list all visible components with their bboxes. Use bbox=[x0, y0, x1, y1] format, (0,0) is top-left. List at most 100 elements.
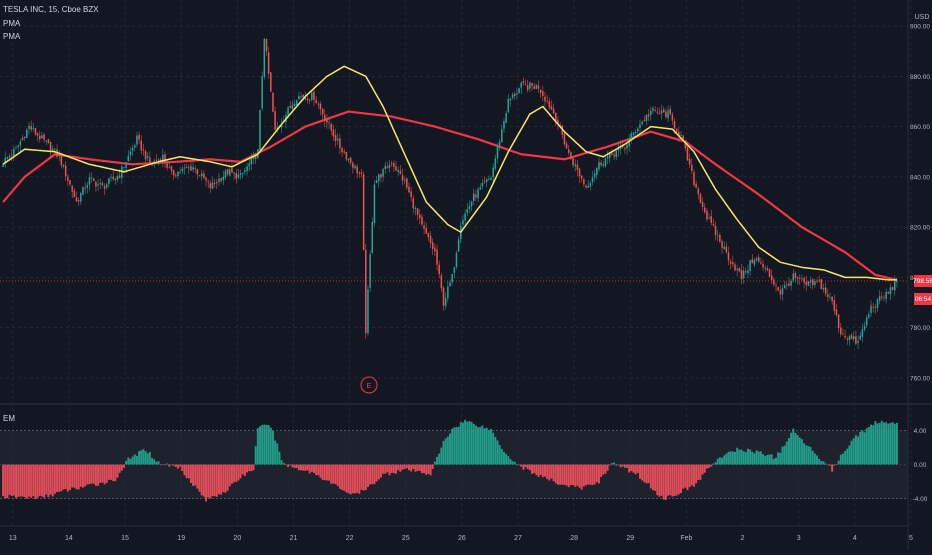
oscillator-bar bbox=[414, 464, 417, 472]
oscillator-bar bbox=[304, 464, 307, 471]
oscillator-bar bbox=[859, 431, 862, 465]
candle-body bbox=[507, 98, 510, 113]
candle-body bbox=[559, 124, 561, 126]
candle-body bbox=[462, 219, 464, 225]
oscillator-bar bbox=[559, 464, 562, 485]
oscillator-bar bbox=[38, 464, 41, 496]
candle-body bbox=[69, 180, 71, 185]
candle-body bbox=[28, 125, 30, 129]
oscillator-bar bbox=[552, 464, 555, 482]
candle-body bbox=[870, 305, 872, 314]
candle-body bbox=[468, 206, 471, 209]
candle-body bbox=[762, 263, 764, 268]
oscillator-bar bbox=[125, 460, 128, 465]
candle-body bbox=[801, 278, 803, 280]
oscillator-bar bbox=[69, 464, 71, 491]
oscillator-bar bbox=[515, 464, 518, 466]
candle-body bbox=[345, 151, 348, 160]
candle-body bbox=[643, 120, 646, 122]
oscillator-bar bbox=[576, 464, 579, 486]
oscillator-bar bbox=[710, 464, 713, 467]
candle-body bbox=[531, 83, 533, 86]
candle-body bbox=[220, 178, 222, 182]
oscillator-histogram-layer bbox=[2, 419, 898, 502]
oscillator-bar bbox=[837, 460, 840, 465]
oscillator-bar bbox=[405, 464, 408, 469]
oscillator-legend[interactable]: EM bbox=[3, 414, 15, 423]
oscillator-bar bbox=[490, 428, 492, 465]
candle-body bbox=[213, 183, 216, 185]
oscillator-bar bbox=[891, 422, 894, 465]
candle-body bbox=[701, 202, 704, 207]
indicator-legend-2[interactable]: PMA bbox=[3, 32, 21, 41]
oscillator-bar bbox=[600, 464, 603, 477]
candle-body bbox=[447, 286, 449, 299]
candle-body bbox=[520, 82, 523, 88]
candle-body bbox=[129, 151, 132, 156]
oscillator-bar bbox=[874, 421, 877, 465]
oscillator-bar bbox=[699, 464, 702, 480]
candle-body bbox=[164, 154, 166, 163]
candle-body bbox=[222, 176, 225, 181]
indicator-legend-1[interactable]: PMA bbox=[3, 19, 21, 28]
candle-body bbox=[304, 97, 307, 99]
oscillator-bar bbox=[887, 423, 890, 465]
oscillator-bar bbox=[433, 461, 436, 465]
oscillator-bar bbox=[779, 452, 782, 465]
oscillator-bar bbox=[116, 464, 119, 478]
oscillator-bar bbox=[654, 464, 657, 491]
candle-body bbox=[697, 188, 700, 195]
oscillator-bar bbox=[12, 464, 15, 496]
oscillator-bar bbox=[282, 463, 285, 465]
oscillator-bar bbox=[360, 464, 363, 490]
oscillator-bar bbox=[639, 464, 641, 479]
symbol-title[interactable]: TESLA INC, 15, Cboe BZX bbox=[3, 5, 99, 14]
oscillator-bar bbox=[852, 438, 855, 465]
candle-body bbox=[438, 264, 440, 275]
candle-body bbox=[546, 100, 548, 102]
oscillator-bar bbox=[753, 453, 756, 465]
candle-body bbox=[792, 273, 795, 281]
candle-body bbox=[805, 281, 807, 285]
oscillator-bar bbox=[237, 464, 240, 481]
oscillator-bar bbox=[846, 448, 849, 465]
oscillator-bar bbox=[785, 441, 788, 465]
oscillator-bar bbox=[43, 464, 46, 498]
candle-body bbox=[293, 103, 296, 106]
oscillator-bar bbox=[369, 464, 372, 485]
candle-body bbox=[41, 135, 43, 139]
candle-body bbox=[794, 273, 797, 278]
candle-body bbox=[770, 275, 773, 281]
candle-body bbox=[773, 279, 775, 285]
candle-body bbox=[736, 269, 738, 271]
candle-body bbox=[567, 149, 570, 153]
oscillator-bar bbox=[876, 423, 879, 465]
earnings-event-icon[interactable] bbox=[360, 376, 378, 394]
candle-body bbox=[136, 135, 138, 145]
candle-body bbox=[710, 216, 712, 223]
oscillator-bar bbox=[32, 464, 35, 497]
candle-body bbox=[557, 119, 559, 124]
candle-body bbox=[200, 173, 203, 177]
oscillator-bar bbox=[841, 453, 844, 465]
candle-body bbox=[816, 280, 818, 282]
oscillator-bar bbox=[790, 432, 793, 465]
time-axis[interactable]: 131415192021222526272829Feb2345891011121… bbox=[9, 535, 932, 542]
oscillator-bar bbox=[56, 464, 59, 493]
candle-body bbox=[408, 186, 410, 193]
candle-body bbox=[209, 183, 212, 189]
candle-body bbox=[751, 259, 754, 264]
oscillator-bar bbox=[97, 464, 100, 486]
candle-body bbox=[596, 168, 598, 176]
oscillator-bar bbox=[431, 464, 434, 470]
oscillator-bar bbox=[511, 461, 514, 465]
oscillator-bar bbox=[723, 455, 726, 465]
oscillator-bar bbox=[341, 464, 344, 490]
oscillator-bar bbox=[222, 464, 225, 493]
oscillator-bar bbox=[144, 451, 147, 465]
oscillator-bar bbox=[196, 464, 199, 489]
oscillator-bar bbox=[112, 464, 115, 482]
oscillator-axis[interactable]: 4.00 0.00 -4.00 bbox=[913, 428, 928, 503]
oscillator-bar bbox=[263, 424, 266, 465]
